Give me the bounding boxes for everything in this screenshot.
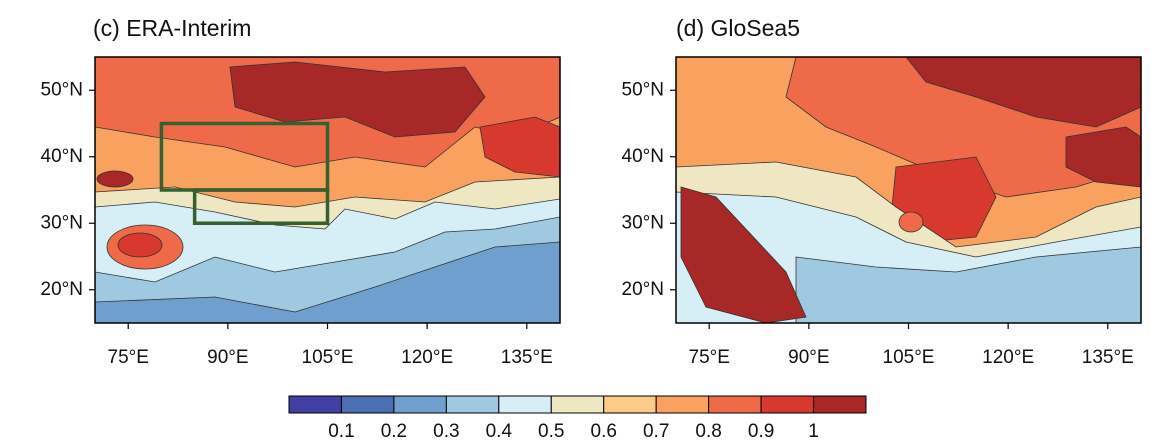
y-tick-label: 20°N xyxy=(622,279,664,300)
x-tick-label: 75°E xyxy=(108,347,149,368)
x-tick-label: 135°E xyxy=(1082,347,1134,368)
colorbar-swatch xyxy=(603,395,657,414)
colorbar-label: 1 xyxy=(808,421,819,442)
colorbar-label: 0.6 xyxy=(591,421,617,442)
panel-title: (c) ERA-Interim xyxy=(93,15,251,41)
colorbar-label: 0.1 xyxy=(328,421,354,442)
colorbar-swatch xyxy=(813,395,867,414)
x-tick-label: 90°E xyxy=(788,347,829,368)
y-tick-label: 30°N xyxy=(622,212,664,233)
x-tick-label: 135°E xyxy=(501,347,553,368)
map-field xyxy=(676,57,1141,323)
colorbar-swatch xyxy=(393,395,447,414)
colorbar-swatch xyxy=(498,395,552,414)
x-tick-label: 105°E xyxy=(883,347,935,368)
panel-title: (d) GloSea5 xyxy=(676,15,800,41)
x-tick-label: 120°E xyxy=(401,347,453,368)
colorbar-label: 0.4 xyxy=(486,421,513,442)
colorbar-label: 0.8 xyxy=(695,421,721,442)
x-tick-label: 75°E xyxy=(689,347,730,368)
colorbar-label: 0.9 xyxy=(748,421,774,442)
y-tick-label: 40°N xyxy=(41,146,83,167)
colorbar-label: 0.3 xyxy=(433,421,459,442)
colorbar-swatch xyxy=(340,395,395,414)
x-tick-label: 120°E xyxy=(982,347,1034,368)
colorbar-swatch xyxy=(550,395,605,414)
region-box xyxy=(192,188,330,225)
y-tick-label: 20°N xyxy=(41,279,83,300)
colorbar-label: 0.5 xyxy=(538,421,564,442)
colorbar-swatch xyxy=(288,395,342,414)
colorbar-label: 0.2 xyxy=(381,421,407,442)
x-tick-label: 90°E xyxy=(207,347,248,368)
colorbar-swatch xyxy=(708,395,762,414)
y-tick-label: 30°N xyxy=(41,212,83,233)
x-tick-label: 105°E xyxy=(302,347,354,368)
y-tick-label: 50°N xyxy=(622,79,664,100)
y-tick-label: 50°N xyxy=(41,79,83,100)
colorbar-label: 0.7 xyxy=(643,421,669,442)
map-field xyxy=(95,57,560,323)
colorbar-swatch xyxy=(760,395,815,414)
y-tick-label: 40°N xyxy=(622,146,664,167)
colorbar-swatch xyxy=(445,395,500,414)
colorbar-swatch xyxy=(655,395,710,414)
